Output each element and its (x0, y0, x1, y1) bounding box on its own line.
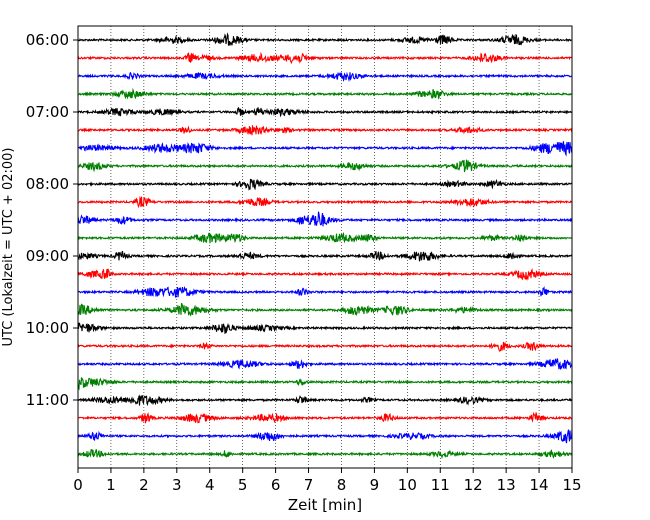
plot-background (78, 26, 572, 468)
trace-1045 (77, 377, 573, 391)
x-tick-label: 15 (562, 476, 581, 494)
x-tick-label: 10 (398, 476, 417, 494)
trace-0915 (77, 268, 573, 281)
y-tick-label: 07:00 (26, 103, 69, 121)
x-tick-label: 7 (304, 476, 314, 494)
y-tick-label: 08:00 (26, 175, 69, 193)
trace-1115 (77, 411, 573, 424)
y-axis-ticks: 06:00 07:00 08:00 09:00 10:00 11:00 (26, 31, 78, 409)
trace-1030 (77, 358, 573, 370)
x-tick-label: 13 (497, 476, 516, 494)
trace-0815 (77, 195, 573, 209)
x-tick-label: 0 (73, 476, 83, 494)
trace-0745 (77, 159, 573, 173)
trace-0800 (77, 178, 573, 191)
seismogram-traces (77, 32, 573, 460)
trace-0630 (77, 71, 573, 83)
x-tick-label: 12 (464, 476, 483, 494)
trace-1130 (77, 429, 573, 444)
plot-frame (77, 25, 573, 469)
x-tick-label: 4 (205, 476, 215, 494)
trace-0945 (77, 302, 573, 317)
y-tick-label: 11:00 (26, 391, 69, 409)
x-tick-label: 6 (271, 476, 281, 494)
x-tick-label: 2 (139, 476, 149, 494)
trace-0700 (77, 106, 573, 118)
trace-0900 (77, 250, 573, 262)
x-tick-label: 9 (370, 476, 380, 494)
trace-1015 (77, 341, 573, 352)
y-tick-label: 06:00 (26, 31, 69, 49)
trace-1000 (77, 322, 573, 335)
x-axis-label: Zeit [min] (288, 496, 362, 514)
trace-1100 (77, 394, 573, 407)
x-tick-label: 3 (172, 476, 182, 494)
x-tick-label: 11 (431, 476, 450, 494)
trace-0730 (77, 141, 573, 157)
y-tick-label: 10:00 (26, 319, 69, 337)
y-axis-label: UTC (Lokalzeit = UTC + 02:00) (1, 148, 16, 347)
trace-0845 (77, 231, 573, 244)
x-axis-ticks: 0 1 2 3 4 5 6 7 8 9 10 11 12 13 14 15 (73, 468, 582, 494)
trace-0645 (77, 87, 573, 100)
x-tick-label: 1 (106, 476, 116, 494)
trace-0600 (77, 32, 573, 46)
x-tick-label: 14 (530, 476, 549, 494)
trace-0930 (77, 285, 573, 298)
x-tick-label: 8 (337, 476, 347, 494)
trace-0715 (77, 125, 573, 136)
trace-1145 (77, 449, 573, 460)
y-tick-label: 09:00 (26, 247, 69, 265)
x-tick-label: 5 (238, 476, 248, 494)
trace-0615 (77, 51, 573, 65)
trace-0830 (77, 211, 573, 227)
